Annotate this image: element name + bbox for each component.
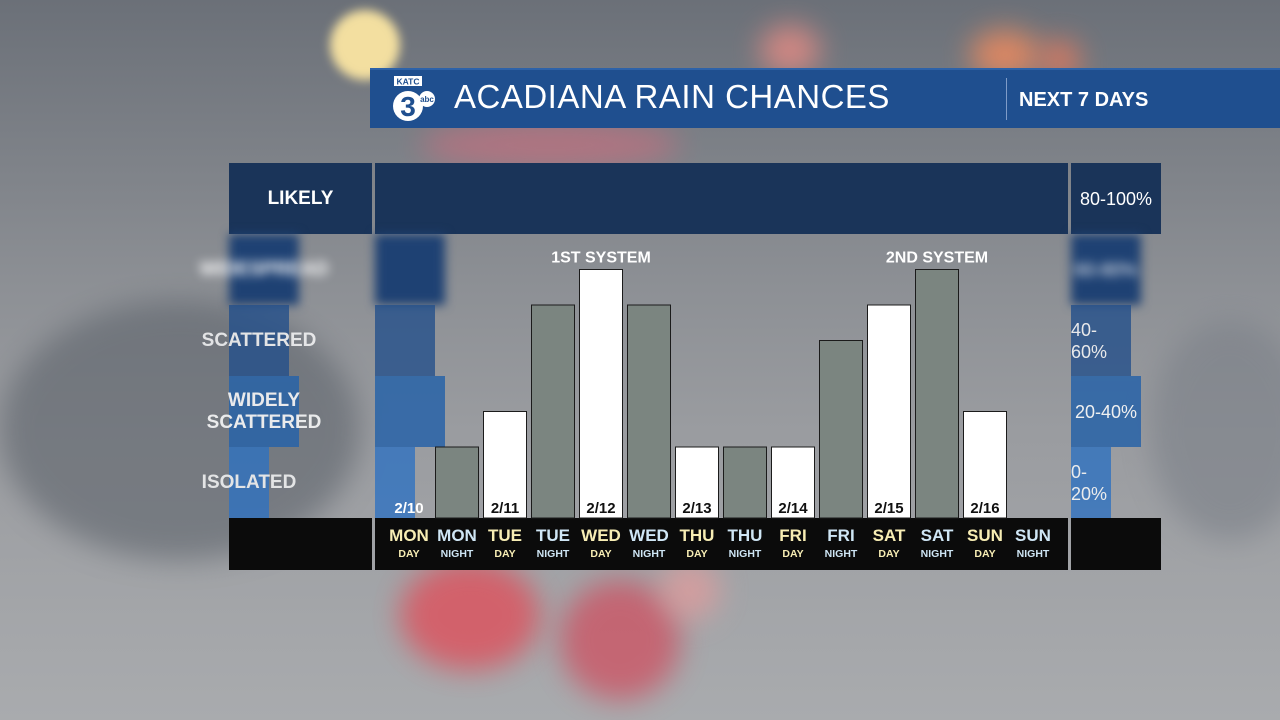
band-scattered: SCATTERED [201, 305, 317, 376]
part-label: NIGHT [441, 548, 474, 560]
chart-title: ACADIANA RAIN CHANCES [454, 78, 890, 115]
bar-sun-day [963, 411, 1007, 519]
bar-mon-night [435, 446, 479, 519]
system-annotation: 1ST SYSTEM [551, 250, 651, 267]
part-label: DAY [878, 548, 899, 560]
bar-fri-day [771, 446, 815, 519]
bar-thu-night [723, 446, 767, 519]
band-label-widespread: WIDESPREAD [199, 258, 329, 280]
part-label: DAY [494, 548, 515, 560]
band-label-widely-scattered: WIDELY SCATTERED [206, 389, 322, 433]
day-label: SAT [921, 526, 954, 545]
day-label: THU [728, 526, 763, 545]
bar-wed-night [627, 304, 671, 519]
category-label-panel: LIKELY WIDESPREAD SCATTERED WIDELY SCATT… [199, 163, 372, 570]
band-label-scattered: SCATTERED [201, 329, 317, 351]
part-label: NIGHT [633, 548, 666, 560]
header-divider [1006, 78, 1007, 120]
plot-band-60-80 [375, 234, 445, 305]
day-label: WED [581, 526, 621, 545]
date-label: 2/13 [682, 500, 711, 517]
part-label: NIGHT [729, 548, 762, 560]
logo-text: KATC [397, 77, 420, 87]
katc-abc3-logo: KATC 3 abc [393, 76, 435, 122]
bar-fri-night [819, 340, 863, 519]
left-footer [229, 518, 372, 570]
day-label: THU [680, 526, 715, 545]
part-label: DAY [782, 548, 803, 560]
pct-band-4: 0-20% [1071, 447, 1111, 518]
band-label-isolated: ISOLATED [201, 471, 297, 493]
day-label: TUE [536, 526, 570, 545]
right-footer [1071, 518, 1161, 570]
title-banner: KATC 3 abc ACADIANA RAIN CHANCES NEXT 7 … [370, 68, 1280, 128]
plot-band-40-60 [375, 305, 435, 376]
date-label: 2/10 [394, 500, 423, 517]
band-widely-scattered: WIDELY SCATTERED [206, 376, 322, 447]
bar-tue-night [531, 304, 575, 519]
day-label: SAT [873, 526, 906, 545]
day-label: MON [437, 526, 477, 545]
pct-label-40-60: 40-60% [1071, 319, 1108, 362]
pct-band-1: 60-80% [1071, 234, 1141, 305]
bar-chart-svg: 2/10 MON DAY MON NIGHT 2/11 TUE DAY TUE NIGHT 2/12… [389, 250, 1051, 561]
plot-band-80-100 [375, 163, 1068, 234]
date-label: 2/12 [586, 500, 615, 517]
pct-label-60-80: 60-80% [1074, 259, 1138, 280]
rain-chance-plot: 2/10 MON DAY MON NIGHT 2/11 TUE DAY TUE NIGHT 2/12… [375, 163, 1068, 570]
day-label: TUE [488, 526, 522, 545]
date-label: 2/11 [491, 500, 519, 517]
pct-label-0-20: 0-20% [1071, 461, 1108, 504]
part-label: NIGHT [921, 548, 954, 560]
day-label: FRI [779, 526, 806, 545]
pct-label-20-40: 20-40% [1074, 401, 1138, 422]
part-label: NIGHT [537, 548, 570, 560]
pct-band-2: 40-60% [1071, 305, 1131, 376]
pct-label-80-100: 80-100% [1079, 188, 1153, 209]
part-label: DAY [974, 548, 995, 560]
day-label-footer [375, 518, 1068, 570]
chart-subtitle: NEXT 7 DAYS [1019, 89, 1149, 111]
bar-tue-day [483, 411, 527, 519]
logo-number: 3 [400, 91, 416, 122]
pct-band-3: 20-40% [1071, 376, 1141, 447]
day-label: WED [629, 526, 669, 545]
pct-band-0: 80-100% [1071, 163, 1161, 234]
logo-network: abc [420, 95, 434, 104]
band-likely: LIKELY [229, 163, 372, 234]
system-annotation: 2ND SYSTEM [886, 250, 988, 267]
bar-wed-day [579, 269, 623, 519]
part-label: DAY [398, 548, 419, 560]
date-label: 2/15 [874, 500, 903, 517]
part-label: DAY [686, 548, 707, 560]
bar-sat-night [915, 269, 959, 519]
part-label: DAY [590, 548, 611, 560]
band-label-likely: LIKELY [267, 187, 334, 209]
bar-sat-day [867, 304, 911, 519]
part-label: NIGHT [1017, 548, 1050, 560]
band-widespread: WIDESPREAD [199, 234, 329, 305]
date-label: 2/14 [778, 500, 808, 517]
part-label: NIGHT [825, 548, 858, 560]
day-label: MON [389, 526, 429, 545]
plot-band-20-40 [375, 376, 445, 447]
day-label: FRI [827, 526, 854, 545]
band-isolated: ISOLATED [201, 447, 297, 518]
day-label: SUN [967, 526, 1003, 545]
day-label: SUN [1015, 526, 1051, 545]
plot-band-0-20 [375, 447, 415, 518]
date-label: 2/16 [970, 500, 999, 517]
percent-label-panel: 80-100% 60-80% 40-60% 20-40% 0-20% [1071, 163, 1161, 570]
bar-thu-day [675, 446, 719, 519]
